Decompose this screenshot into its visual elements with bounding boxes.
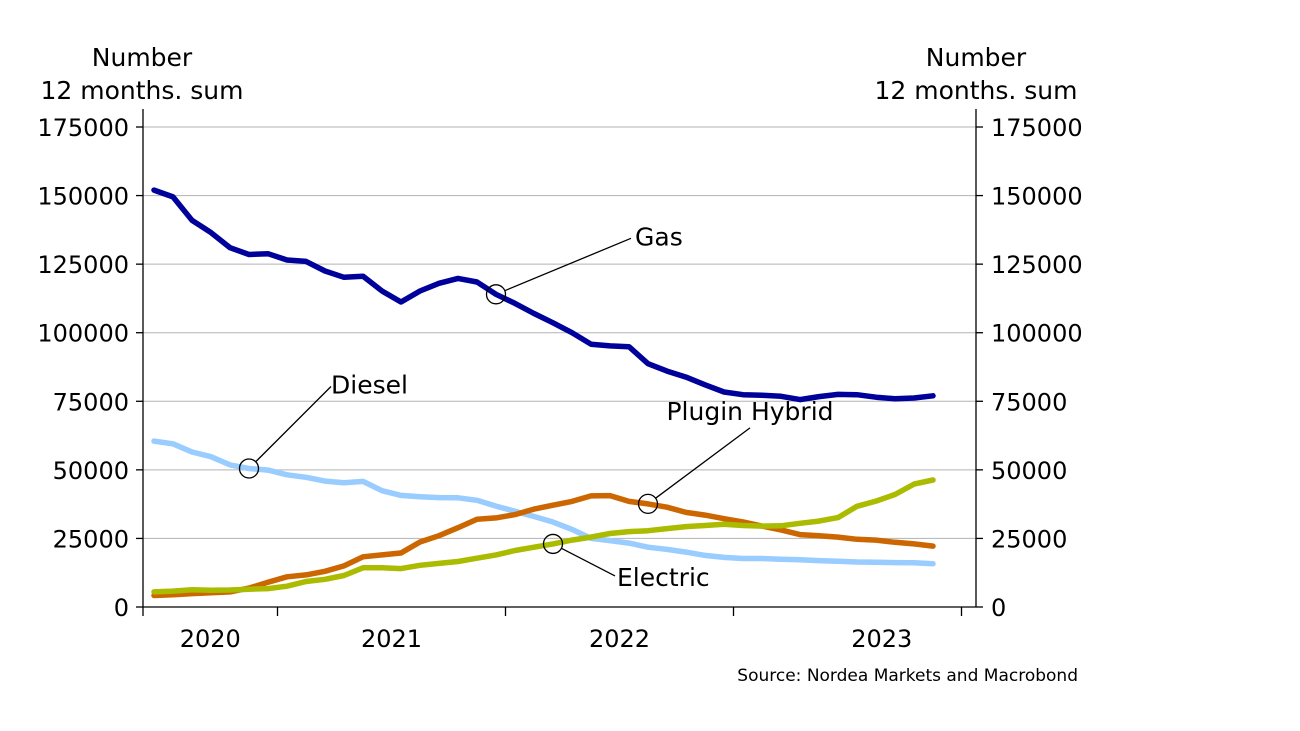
series-annotations: Gas Diesel Plugin Hybrid Electric (238, 222, 834, 592)
y-tick-label-left: 50000 (53, 457, 129, 485)
source-note: Source: Nordea Markets and Macrobond (737, 666, 1078, 686)
y-tick-label-right: 175000 (991, 114, 1083, 142)
y-axis-label-left-line1: Number (92, 43, 193, 72)
x-tick-label: 2022 (589, 625, 650, 653)
axes: 0 0 25000 25000 50000 50000 75000 75000 100000 10… (37, 109, 1083, 653)
annotation-marker-electric (542, 533, 564, 555)
gridlines (143, 126, 976, 539)
annotation-marker-plugin-hybrid (637, 493, 659, 515)
series-label-electric: Electric (617, 563, 710, 592)
y-tick-label-left: 150000 (37, 183, 129, 211)
annotation-leader-diesel (255, 386, 332, 463)
y-axis-label-right-line2: 12 months. sum (874, 76, 1077, 105)
y-tick-label-left: 75000 (53, 388, 129, 416)
series-label-plugin-hybrid: Plugin Hybrid (666, 397, 833, 426)
series-line-plugin-hybrid (151, 492, 936, 599)
y-tick-label-right: 150000 (991, 183, 1083, 211)
y-tick-label-right: 125000 (991, 251, 1083, 279)
annotation-marker-gas (485, 284, 507, 305)
annotation-leader-plugin-hybrid (655, 427, 751, 499)
annotation-leader-gas (504, 237, 632, 292)
y-axis-label-left-line2: 12 months. sum (40, 76, 243, 105)
x-tick-label: 2021 (361, 625, 422, 653)
y-tick-label-right: 100000 (991, 320, 1083, 348)
series-lines (151, 187, 936, 599)
y-tick-label-left: 100000 (37, 320, 129, 348)
x-tick-label: 2020 (180, 625, 241, 653)
y-tick-label-right: 75000 (991, 388, 1067, 416)
y-tick-label-left: 175000 (37, 114, 129, 142)
y-tick-label-right: 25000 (991, 525, 1067, 553)
y-axis-label-right-line1: Number (926, 43, 1027, 72)
y-tick-label-left: 25000 (53, 525, 129, 553)
annotation-marker-diesel (238, 458, 260, 479)
annotation-leader-electric (561, 547, 616, 577)
x-tick-label: 2023 (851, 625, 912, 653)
series-line-diesel (151, 438, 936, 567)
y-tick-label-left: 0 (114, 594, 129, 622)
series-label-diesel: Diesel (331, 370, 408, 399)
y-tick-label-right: 0 (991, 594, 1006, 622)
series-label-gas: Gas (635, 222, 683, 251)
y-tick-label-left: 125000 (37, 251, 129, 279)
series-line-gas (151, 187, 936, 403)
y-tick-label-right: 50000 (991, 457, 1067, 485)
